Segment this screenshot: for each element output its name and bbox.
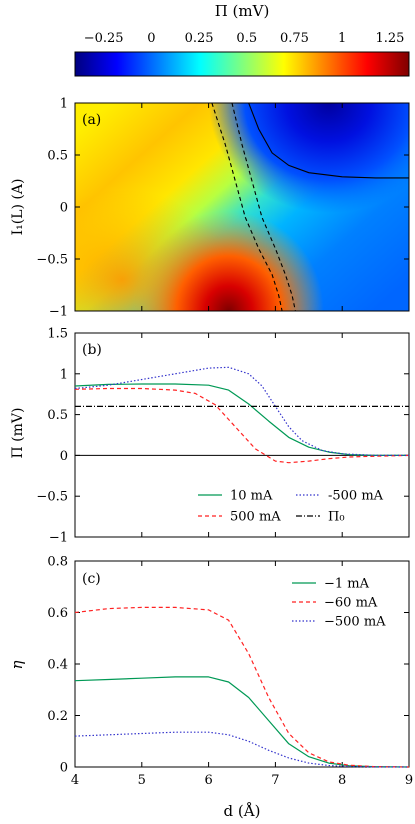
panel-c: 0.8 0.6 0.4 0.2 04 5 6 7 8 9 −1 mA −60 mA −500 mA <box>47 555 413 789</box>
colorbar-tick-label: 1 <box>338 31 346 46</box>
colorbar-tick-label: −0.25 <box>84 31 124 46</box>
y-tick-label: 0 <box>60 761 68 776</box>
colorbar-tick-label: 1.25 <box>375 31 404 46</box>
y-tick-label: −0.5 <box>36 253 68 268</box>
colorbar-tick-label: 0.75 <box>280 31 309 46</box>
panel-c-xlabel: d (Å) <box>224 802 261 820</box>
y-tick-label: 0.2 <box>47 709 68 724</box>
legend-label: 500 mA <box>230 510 281 525</box>
legend-label: -500 mA <box>328 489 384 504</box>
legend-label: Π₀ <box>328 510 345 525</box>
contour-dashed-2 <box>231 103 296 311</box>
heatmap-blobs <box>75 103 409 311</box>
legend-label: −60 mA <box>324 596 378 611</box>
legend-label: −1 mA <box>324 577 370 592</box>
y-tick-label: 0.8 <box>47 555 68 570</box>
panel-a-label: (a) <box>82 112 101 128</box>
hot-spot <box>133 211 324 311</box>
panel-frame <box>74 560 410 768</box>
panel-c-label: (c) <box>82 571 101 587</box>
y-tick-label: 0.5 <box>47 408 68 423</box>
y-tick-label: −0.5 <box>36 490 68 505</box>
legend-label: 10 mA <box>230 489 273 504</box>
y-tick-label: 0.5 <box>47 149 68 164</box>
y-tick-label: 1.5 <box>47 327 68 342</box>
series-line <box>74 731 409 768</box>
colorbar-title: Π (mV) <box>215 2 270 20</box>
panel-a-ylabel: I₁(L) (A) <box>10 179 26 236</box>
colorbar-tick-label: 0 <box>147 31 155 46</box>
series-line <box>74 366 409 456</box>
y-tick-label: −1 <box>49 305 68 320</box>
legend-label: −500 mA <box>324 615 386 630</box>
y-tick-label: 1 <box>60 367 68 382</box>
series-line <box>74 606 410 768</box>
colorbar-tick-label: 0.5 <box>236 31 257 46</box>
x-tick-label: 4 <box>71 773 79 788</box>
x-tick-label: 5 <box>138 773 146 788</box>
panel-c-ylabel: η <box>8 661 26 670</box>
x-tick-label: 6 <box>204 773 212 788</box>
colorbar-tick-label: 0.25 <box>185 31 214 46</box>
panel-b: 1.5 1 0.5 0 −0.5 −1 10 mA 500 mA -500 mA Π₀ <box>36 327 410 546</box>
y-tick-label: 0.6 <box>47 606 68 621</box>
panel-a: 1 0.5 0 −0.5 −1 <box>36 97 410 320</box>
contour-dashed-1 <box>211 103 283 311</box>
y-tick-label: −1 <box>49 531 68 546</box>
y-tick-label: 0.4 <box>47 658 68 673</box>
contour-solid <box>248 103 409 179</box>
x-tick-label: 8 <box>338 773 346 788</box>
colorbar <box>74 51 410 77</box>
series-line <box>74 676 410 768</box>
series-line <box>74 387 410 464</box>
y-tick-label: 0 <box>60 449 68 464</box>
y-tick-label: 0 <box>60 201 68 216</box>
x-tick-label: 9 <box>405 773 413 788</box>
y-tick-label: 1 <box>60 97 68 112</box>
panel-b-label: (b) <box>82 342 102 358</box>
panel-b-ylabel: Π (mV) <box>10 408 26 459</box>
x-tick-label: 7 <box>271 773 279 788</box>
